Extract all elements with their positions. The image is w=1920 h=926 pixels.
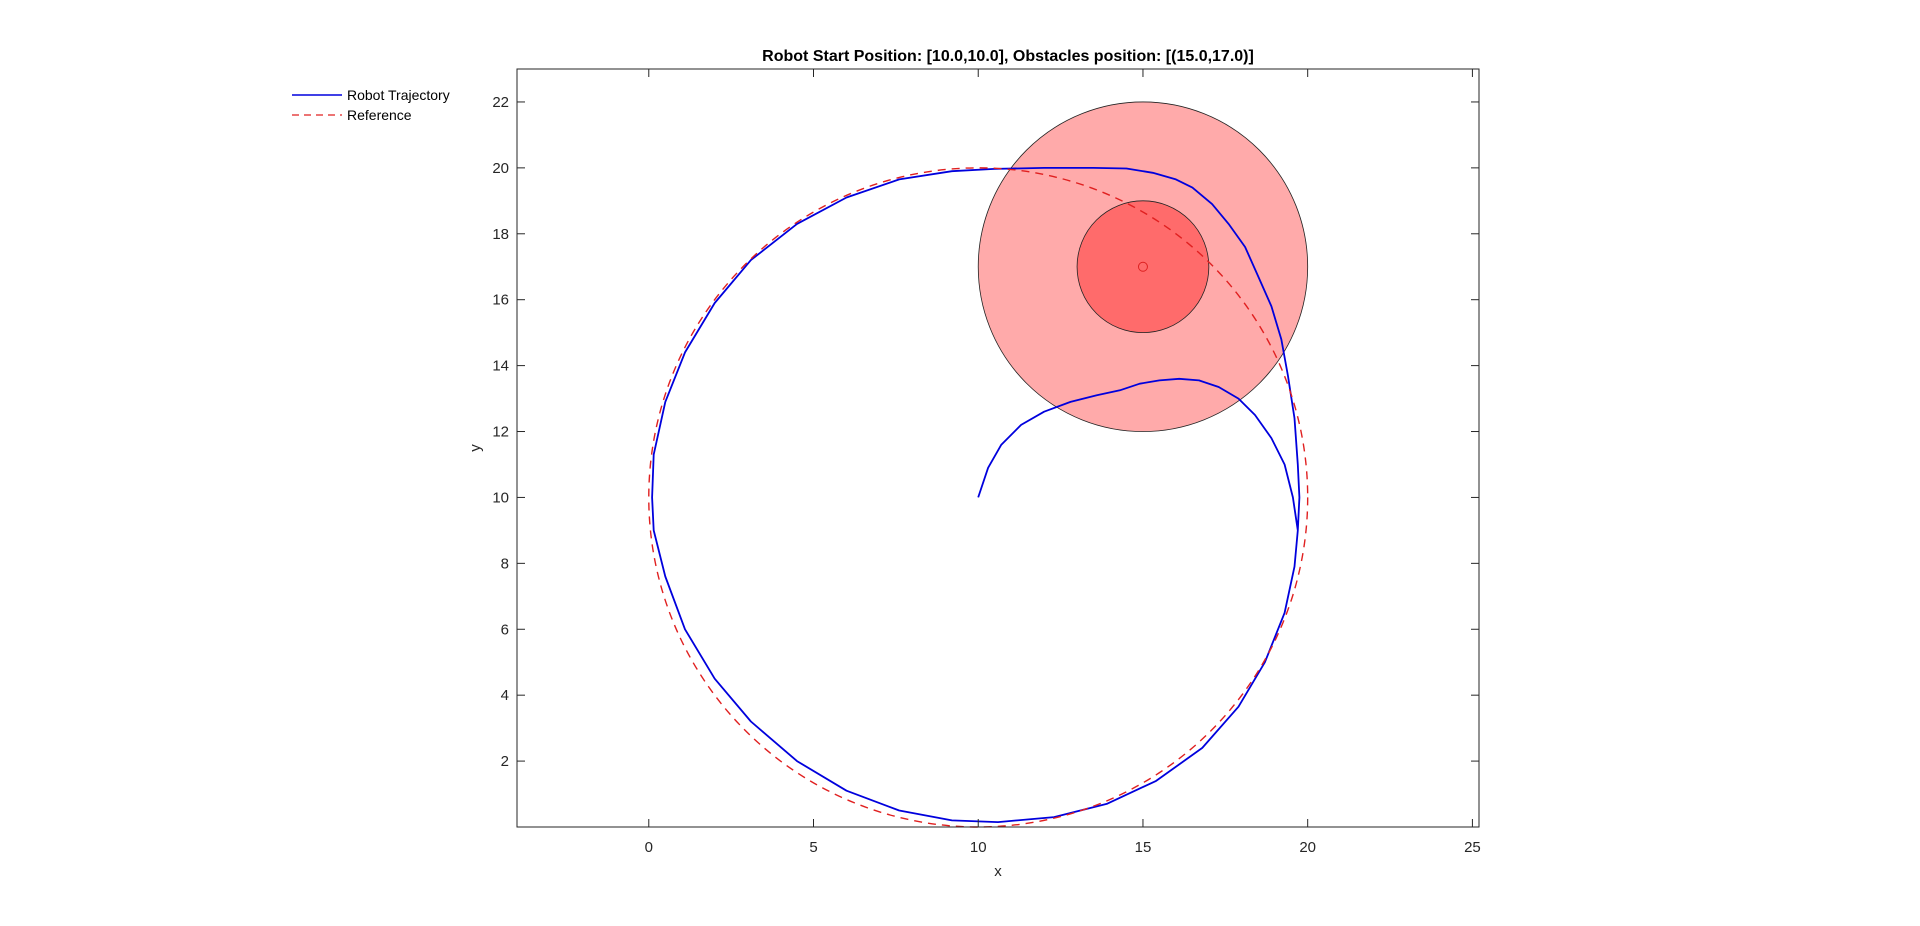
x-tick-label: 15 xyxy=(1135,839,1152,856)
x-tick-label: 0 xyxy=(645,839,653,856)
y-tick-label: 18 xyxy=(492,226,509,243)
y-axis-label: y xyxy=(467,444,484,452)
y-tick-label: 4 xyxy=(501,687,509,704)
y-tick-label: 14 xyxy=(492,358,509,375)
x-ticks: 0 5 10 15 20 25 xyxy=(645,69,1481,856)
legend: Robot Trajectory Reference xyxy=(292,87,450,123)
chart-title: Robot Start Position: [10.0,10.0], Obsta… xyxy=(762,48,1254,65)
x-tick-label: 5 xyxy=(809,839,817,856)
y-tick-label: 16 xyxy=(492,292,509,309)
reference-path-line xyxy=(648,167,1309,828)
y-tick-label: 8 xyxy=(501,555,509,572)
y-tick-label: 20 xyxy=(492,160,509,177)
axes-box xyxy=(516,68,1480,828)
y-tick-label: 10 xyxy=(492,489,509,506)
legend-label-robot-trajectory: Robot Trajectory xyxy=(347,87,450,103)
legend-label-reference: Reference xyxy=(347,107,412,123)
y-tick-label: 6 xyxy=(501,621,509,638)
x-tick-label: 25 xyxy=(1464,839,1481,856)
y-tick-label: 22 xyxy=(492,94,509,111)
obstacles-layer xyxy=(977,101,1309,432)
robot-trajectory-line xyxy=(651,166,1301,823)
x-axis-label: x xyxy=(994,863,1002,880)
obstacle-body xyxy=(1076,200,1210,334)
y-tick-label: 12 xyxy=(492,424,509,441)
y-ticks: 2 4 6 8 10 12 14 16 18 20 22 xyxy=(492,94,1479,770)
x-tick-label: 20 xyxy=(1299,839,1316,856)
obstacle-center-marker xyxy=(1137,261,1148,272)
series-layer xyxy=(648,166,1309,828)
x-tick-label: 10 xyxy=(970,839,987,856)
y-tick-label: 2 xyxy=(501,753,509,770)
plot-area xyxy=(517,69,1479,827)
